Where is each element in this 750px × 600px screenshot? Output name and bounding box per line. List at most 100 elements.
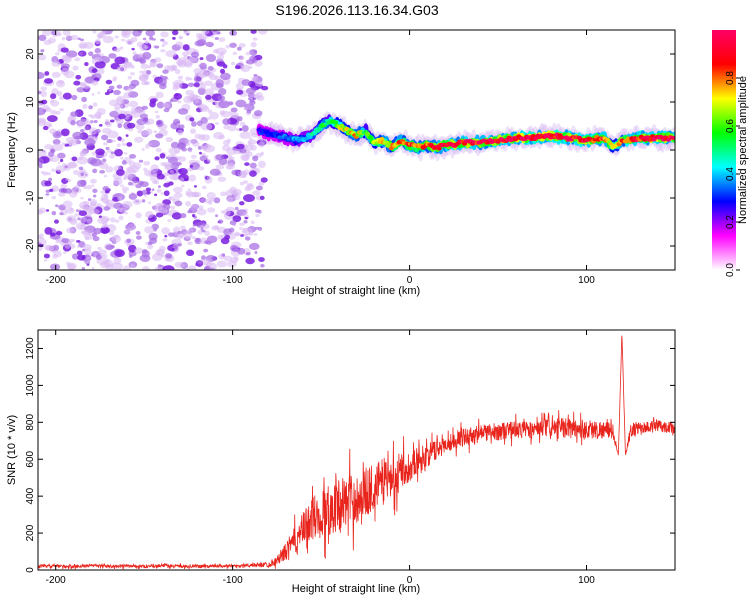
noise-blob	[185, 32, 190, 36]
noise-blob	[242, 155, 250, 161]
noise-blob	[118, 215, 124, 221]
noise-blob	[75, 209, 79, 212]
noise-blob	[101, 134, 109, 141]
noise-blob	[185, 142, 191, 146]
noise-blob	[43, 253, 51, 259]
noise-blob	[238, 149, 243, 152]
noise-blob	[49, 155, 60, 163]
noise-blob	[185, 76, 190, 81]
noise-blob	[139, 181, 149, 188]
colorbar-label: Normalized spectral amplitude	[737, 76, 749, 224]
noise-blob	[161, 75, 168, 80]
noise-blob	[228, 101, 234, 106]
snr-y-tick-label: 1200	[25, 337, 36, 360]
noise-blob	[149, 35, 154, 40]
noise-blob	[177, 243, 182, 247]
noise-blob	[254, 250, 258, 255]
noise-blob	[55, 80, 66, 88]
noise-blob	[72, 131, 84, 140]
noise-blob	[219, 68, 226, 74]
noise-blob	[79, 216, 87, 223]
noise-blob	[49, 263, 61, 270]
noise-blob	[77, 37, 81, 41]
noise-blob	[189, 128, 197, 135]
noise-blob	[218, 100, 230, 109]
snr-y-tick-label: 1000	[25, 374, 36, 397]
noise-blob	[149, 237, 158, 244]
noise-blob	[197, 230, 203, 235]
noise-blob	[109, 110, 119, 118]
noise-blob	[199, 57, 204, 61]
colorbar: 0.0 0.2 0.4 0.6 0.8 Normalized spectral ampl…	[712, 30, 749, 277]
noise-blob	[132, 170, 137, 174]
noise-blob	[132, 198, 142, 205]
ridge-segment	[383, 140, 390, 144]
noise-blob	[155, 147, 162, 153]
noise-blob	[78, 156, 83, 161]
ridge-segment	[333, 120, 339, 125]
noise-blob	[142, 51, 152, 60]
noise-blob	[185, 201, 192, 207]
noise-blob	[48, 150, 55, 157]
noise-blob	[83, 258, 90, 264]
noise-blob	[170, 64, 178, 71]
noise-blob	[218, 253, 226, 260]
noise-blob	[182, 44, 190, 51]
noise-blob	[123, 171, 133, 178]
noise-blob	[259, 195, 265, 200]
noise-blob	[171, 30, 179, 36]
noise-blob	[56, 32, 62, 37]
noise-blob	[154, 156, 160, 161]
noise-blob	[73, 80, 81, 86]
noise-blob	[44, 180, 52, 187]
noise-blob	[229, 186, 237, 194]
noise-blob	[59, 108, 64, 112]
noise-blob	[40, 86, 48, 91]
noise-blob	[109, 154, 115, 159]
noise-blob	[149, 60, 158, 68]
noise-blob	[205, 54, 217, 63]
noise-blob	[38, 246, 43, 252]
noise-blob	[75, 222, 86, 231]
noise-blob	[177, 60, 187, 68]
noise-blob	[252, 155, 259, 162]
noise-blob	[144, 195, 147, 198]
noise-blob	[214, 122, 220, 125]
noise-blob	[249, 170, 257, 177]
noise-blob	[232, 51, 237, 55]
noise-blob	[114, 249, 125, 258]
noise-blob	[176, 123, 180, 126]
noise-blob	[174, 200, 183, 207]
noise-blob	[44, 71, 50, 76]
noise-blob	[229, 220, 237, 226]
noise-blob	[178, 36, 182, 40]
noise-blob	[95, 254, 102, 260]
noise-blob	[99, 226, 111, 234]
noise-blob	[42, 171, 48, 176]
spectrogram-y-tick-label: 0	[25, 147, 36, 153]
noise-blob	[215, 214, 219, 218]
noise-blob	[68, 141, 74, 146]
noise-blob	[91, 266, 95, 270]
noise-blob	[148, 201, 151, 205]
noise-blob	[99, 261, 110, 269]
noise-blob	[245, 51, 251, 56]
noise-blob	[198, 33, 208, 40]
noise-blob	[236, 89, 244, 95]
noise-blob	[142, 265, 150, 270]
noise-blob	[143, 160, 151, 166]
noise-blob	[177, 129, 184, 136]
noise-blob	[121, 38, 126, 42]
noise-blob	[135, 123, 145, 131]
noise-blob	[61, 142, 66, 146]
noise-blob	[81, 267, 86, 270]
noise-blob	[187, 241, 193, 246]
noise-blob	[58, 58, 64, 64]
noise-blob	[238, 42, 246, 48]
noise-blob	[56, 90, 63, 97]
noise-blob	[116, 169, 126, 176]
noise-blob	[147, 243, 154, 250]
noise-blob	[191, 213, 196, 218]
noise-blob	[243, 169, 250, 176]
noise-blob	[241, 125, 249, 132]
